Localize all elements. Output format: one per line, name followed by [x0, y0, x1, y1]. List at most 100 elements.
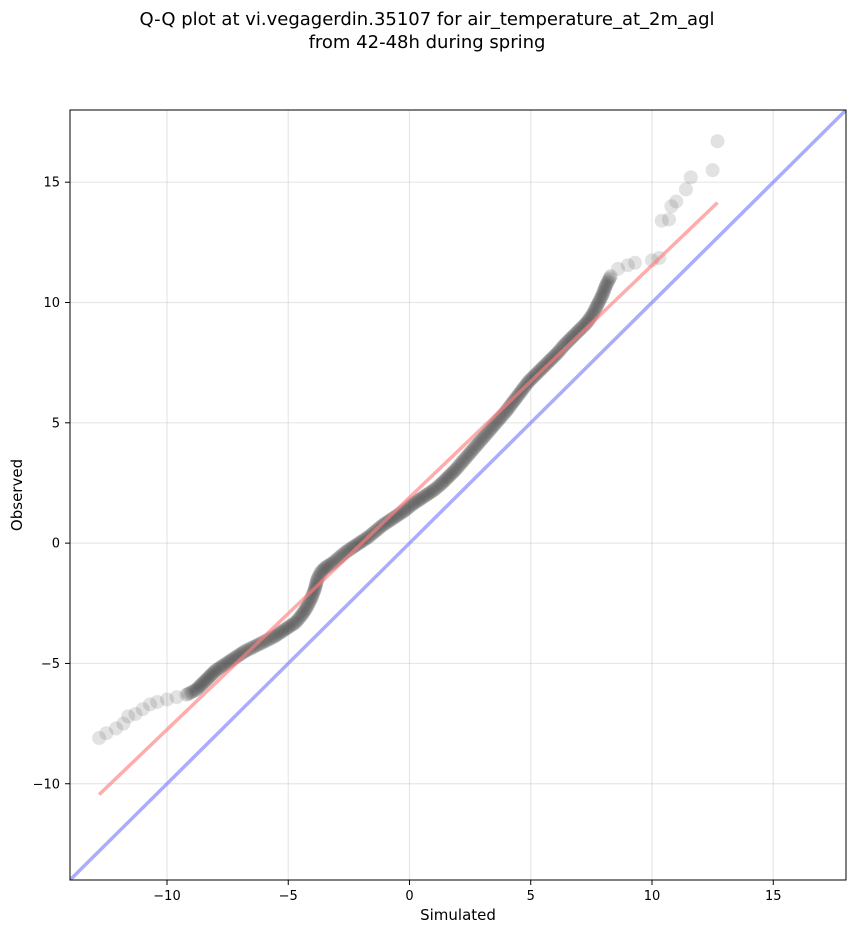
qq-point-density [309, 576, 324, 591]
qq-point-density [212, 661, 227, 676]
qq-point [590, 297, 605, 312]
qq-point-density [466, 442, 481, 457]
qq-point-density [588, 302, 603, 317]
qq-point [506, 394, 521, 409]
qq-point-density [423, 485, 438, 500]
y-tick-label: 5 [52, 416, 60, 431]
qq-point-density [316, 562, 331, 577]
qq-point-density [450, 460, 465, 475]
qq-point-density [461, 448, 476, 463]
qq-point-density [306, 584, 321, 599]
qq-point [603, 269, 618, 284]
qq-point-density [204, 667, 219, 682]
qq-point [128, 706, 143, 721]
qq-point-density [293, 609, 308, 624]
qq-point-density [595, 286, 610, 301]
qq-point-density [270, 627, 285, 642]
qq-point-density [427, 482, 442, 497]
qq-point-density [190, 681, 205, 696]
qq-point [281, 620, 296, 635]
qq-point-density [591, 295, 606, 310]
qq-point-density [454, 455, 469, 470]
qq-point [150, 694, 165, 709]
qq-point-density [199, 672, 214, 687]
qq-point [273, 625, 288, 640]
qq-point-density [473, 433, 488, 448]
qq-point-density [191, 680, 206, 695]
qq-point-density [200, 671, 215, 686]
qq-point [266, 629, 281, 644]
qq-point-density [407, 496, 422, 511]
qq-point-density [278, 621, 293, 636]
qq-point-density [597, 281, 612, 296]
qq-point-density [449, 461, 464, 476]
qq-point-density [194, 677, 209, 692]
qq-point-density [589, 299, 604, 314]
qq-point-density [276, 623, 291, 638]
qq-point-density [437, 474, 452, 489]
qq-point-density [552, 343, 567, 358]
qq-point-density [469, 438, 484, 453]
qq-point [664, 199, 679, 214]
qq-point-density [413, 492, 428, 507]
qq-point-density [554, 341, 569, 356]
qq-point [620, 258, 635, 273]
qq-point [419, 488, 434, 502]
qq-point-density [478, 427, 493, 442]
qq-point-density [196, 675, 211, 690]
qq-point-density [409, 494, 424, 509]
plot-frame [69, 109, 847, 881]
qq-point-density [464, 444, 479, 459]
qq-point [463, 445, 478, 460]
qq-point-density [218, 657, 233, 672]
qq-point-density [458, 450, 473, 465]
qq-point-density [286, 617, 301, 632]
qq-point [550, 346, 565, 361]
x-tick-label: 15 [765, 889, 782, 904]
qq-point-density [467, 441, 482, 456]
qq-point-density [192, 679, 207, 694]
qq-point-density [269, 628, 284, 643]
qq-point-density [474, 432, 489, 447]
qq-point-density [504, 396, 519, 411]
qq-point [598, 278, 613, 293]
qq-point [404, 497, 419, 512]
x-axis-label: Simulated [420, 906, 496, 924]
fit-line [97, 201, 719, 796]
qq-point-density [430, 480, 445, 495]
qq-point-density [456, 453, 471, 468]
x-tick-label: 5 [527, 889, 535, 904]
qq-point-density [317, 561, 332, 576]
qq-point-density [601, 273, 616, 288]
qq-point-density [545, 351, 560, 366]
qq-point-density [603, 270, 618, 285]
qq-point-density [295, 607, 310, 622]
qq-point-density [482, 423, 497, 438]
qq-point-density [436, 475, 451, 490]
qq-point [669, 194, 684, 209]
qq-point [203, 668, 218, 683]
qq-point-density [290, 613, 305, 628]
qq-point [313, 565, 328, 579]
qq-point-density [468, 439, 483, 454]
qq-point [346, 539, 361, 554]
qq-point-density [599, 277, 614, 292]
qq-point-density [439, 472, 454, 487]
qq-point-density [462, 447, 477, 462]
qq-point [441, 469, 456, 484]
qq-point-density [472, 435, 487, 450]
qq-point-density [282, 619, 297, 634]
qq-point-density [592, 293, 607, 308]
qq-point-density [187, 683, 202, 698]
qq-point-density [460, 449, 475, 464]
qq-point-density [216, 658, 231, 673]
qq-point [654, 213, 669, 228]
qq-point-density [320, 559, 335, 574]
qq-point-density [561, 333, 576, 348]
qq-point-density [182, 686, 197, 701]
qq-point-density [424, 484, 439, 499]
qq-point-density [207, 664, 222, 679]
qq-point-density [301, 596, 316, 611]
qq-point-density [556, 338, 571, 353]
qq-point-density [347, 538, 362, 553]
